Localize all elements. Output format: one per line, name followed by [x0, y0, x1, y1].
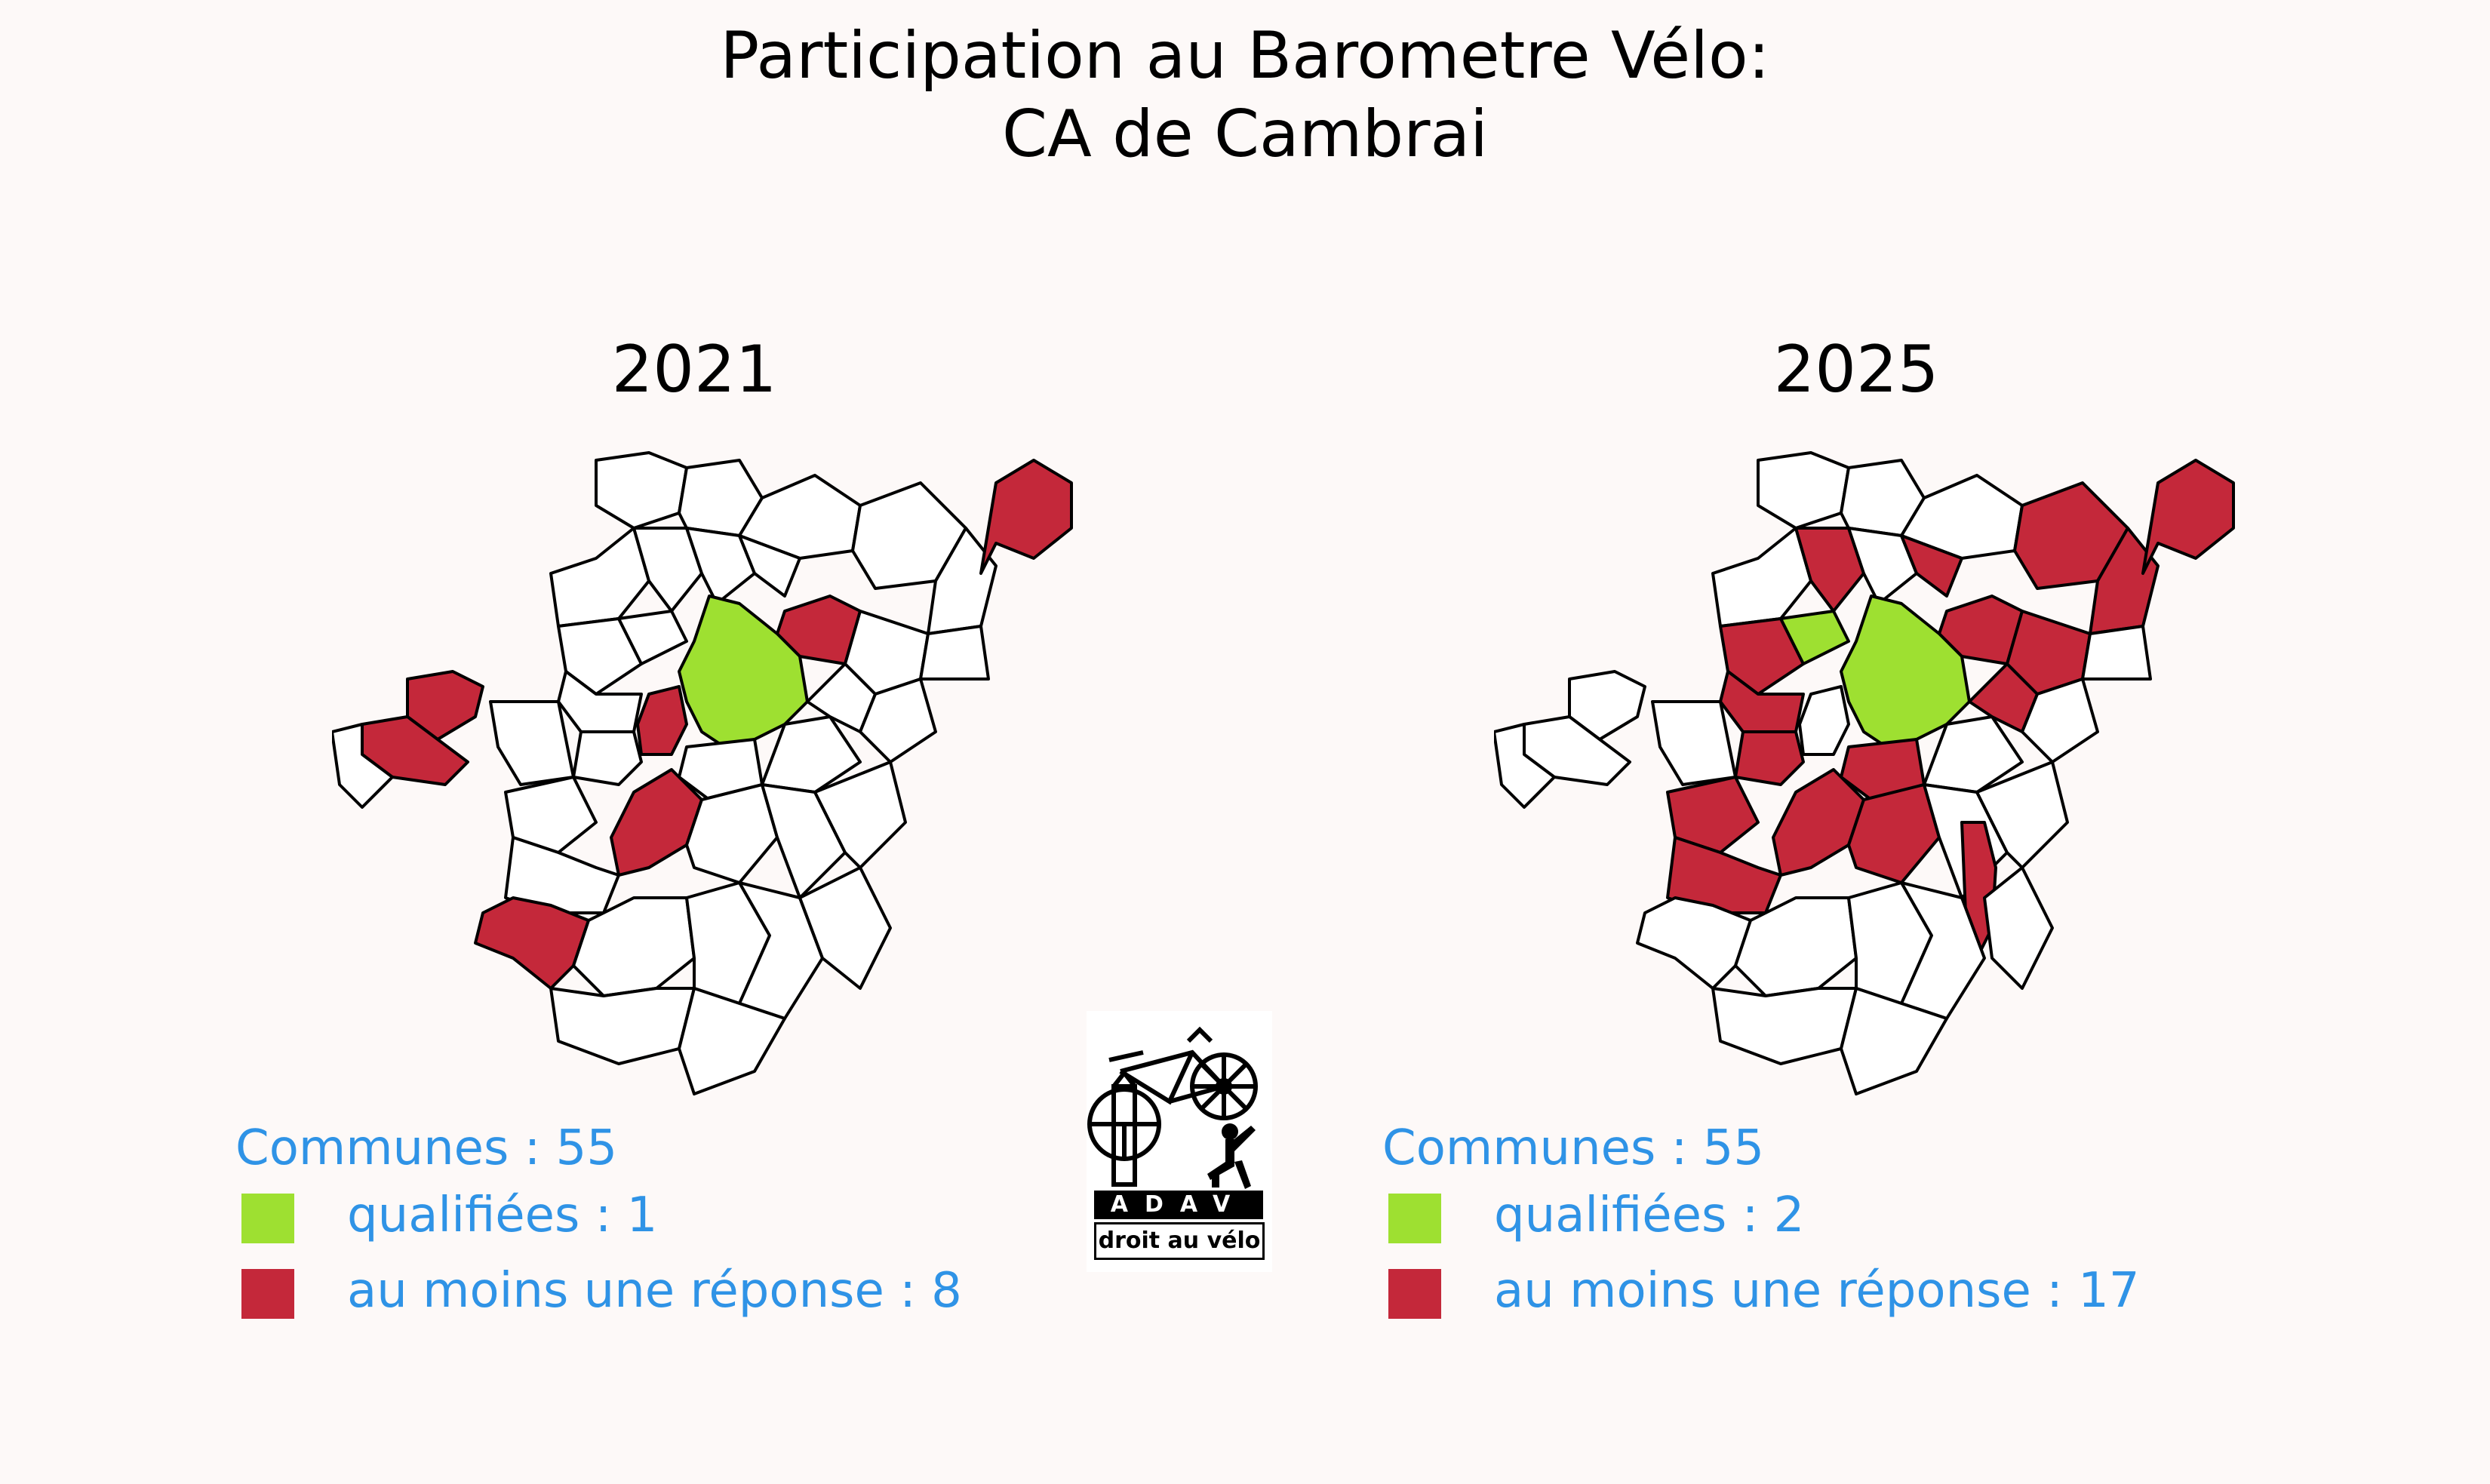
answered-count: au moins une réponse : 8	[347, 1263, 962, 1319]
communes-map-2021	[332, 451, 1073, 1095]
commune-west-of-cambrai	[1798, 685, 1850, 756]
commune-south-8	[549, 987, 696, 1065]
commune-south-3	[1975, 760, 2069, 869]
commune-nw-4	[738, 534, 801, 598]
commune-center-south-2	[1923, 715, 2024, 794]
qualified-count: qualifiées : 1	[347, 1188, 658, 1243]
qualified-swatch	[241, 1194, 294, 1243]
commune-nw-3	[1847, 527, 1918, 605]
commune-east-3	[806, 662, 877, 733]
commune-center-west-2	[572, 730, 643, 786]
legend-2025: Communes : 55 qualifiées : 2 au moins un…	[1382, 1117, 2140, 1331]
commune-nw-3	[685, 527, 756, 605]
title-line-1: Participation au Barometre Vélo:	[720, 18, 1770, 94]
commune-south-4	[1734, 896, 1858, 997]
commune-south-3	[813, 760, 907, 869]
legend-row-qualified: qualifiées : 2	[1382, 1180, 1804, 1255]
commune-south-9	[1840, 987, 1948, 1095]
commune-answered-west-1	[1719, 617, 1805, 696]
commune-answered-south-center	[610, 768, 703, 877]
answered-count: au moins une réponse : 17	[1494, 1263, 2140, 1319]
commune-sw-1	[504, 776, 598, 854]
commune-shapes	[332, 451, 1073, 1095]
qualified-swatch	[1388, 1194, 1441, 1243]
commune-east-2	[919, 625, 990, 681]
commune-east-4	[859, 677, 937, 764]
commune-east-4	[2021, 677, 2099, 764]
commune-answered-west-of-cambrai	[636, 685, 688, 756]
commune-south-7	[1983, 866, 2054, 990]
legend-row-answered: au moins une réponse : 8	[235, 1255, 962, 1331]
commune-answered-far-northeast	[2141, 459, 2235, 575]
commune-answered-nw-2	[1794, 527, 1865, 613]
legend-row-answered: au moins une réponse : 17	[1382, 1255, 2140, 1331]
logo-tagline: droit au vélo	[1094, 1222, 1265, 1260]
commune-north-1	[595, 451, 688, 530]
answered-swatch	[241, 1269, 294, 1319]
commune-qualified-west-2	[1779, 610, 1850, 665]
commune-answered-center-west-2	[1734, 730, 1805, 786]
legend-row-qualified: qualifiées : 1	[235, 1180, 657, 1255]
commune-nw-1	[549, 527, 650, 628]
commune-center-south-2	[761, 715, 862, 794]
commune-nw-2	[632, 527, 703, 613]
communes-count: Communes : 55	[1382, 1120, 1765, 1176]
commune-west-3	[1651, 700, 1737, 786]
commune-south-7	[798, 866, 892, 990]
map-title: Participation au Barometre Vélo: CA de C…	[0, 17, 2490, 174]
commune-answered-south-center	[1772, 768, 1865, 877]
communes-count: Communes : 55	[235, 1120, 618, 1176]
commune-west-1	[557, 617, 643, 696]
qualified-count: qualifiées : 2	[1494, 1188, 1805, 1243]
commune-west-2	[617, 610, 688, 665]
communes-map-2025	[1494, 451, 2235, 1095]
commune-north-1	[1757, 451, 1850, 530]
commune-shapes	[1494, 451, 2235, 1095]
commune-answered-nw-4	[1900, 534, 1963, 598]
legend-2021: Communes : 55 qualifiées : 1 au moins un…	[235, 1117, 962, 1331]
answered-swatch	[1388, 1269, 1441, 1319]
commune-west-3	[489, 700, 575, 786]
year-label-2025: 2025	[1773, 332, 1939, 407]
commune-answered-east-3	[1968, 662, 2039, 733]
adav-logo: ADAV droit au vélo	[1087, 1011, 1272, 1272]
commune-south-8	[1711, 987, 1858, 1065]
title-line-2: CA de Cambrai	[1001, 97, 1489, 172]
bicycle-tower-icon	[1087, 1026, 1258, 1189]
commune-far-west-white	[1494, 723, 1556, 809]
commune-far-west-white	[332, 723, 394, 809]
commune-south-4	[572, 896, 696, 997]
commune-east-2	[2081, 625, 2152, 681]
logo-name: ADAV	[1094, 1191, 1263, 1219]
commune-south-9	[678, 987, 786, 1095]
commune-nw-1	[1711, 527, 1812, 628]
commune-answered-sw-1	[1666, 776, 1760, 854]
commune-answered-far-northeast	[979, 459, 1073, 575]
year-label-2021: 2021	[611, 332, 777, 407]
